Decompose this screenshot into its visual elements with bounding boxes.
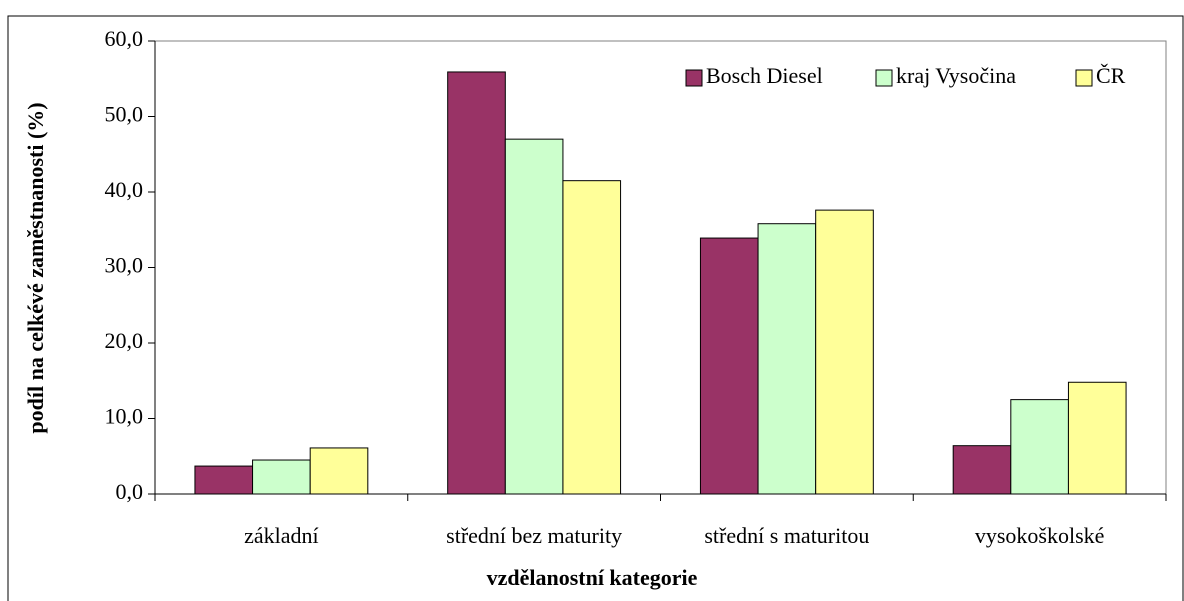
legend-label: kraj Vysočina xyxy=(896,63,1016,88)
legend-label: ČR xyxy=(1096,63,1126,88)
bar xyxy=(1010,399,1069,495)
x-tick-label: vysokoškolské xyxy=(975,523,1105,548)
chart-frame xyxy=(7,15,1184,601)
x-tick-label: základní xyxy=(244,523,319,548)
y-tick-label: 40,0 xyxy=(105,177,144,202)
bar xyxy=(194,465,254,495)
legend-swatch xyxy=(685,69,703,87)
y-tick-label: 60,0 xyxy=(105,26,144,51)
y-tick-label: 0,0 xyxy=(116,479,144,504)
bar xyxy=(1067,381,1127,495)
legend-swatch xyxy=(875,69,893,87)
bar xyxy=(447,71,506,495)
x-tick-label: střední bez maturity xyxy=(446,523,622,548)
x-tick-label: střední s maturitou xyxy=(704,523,869,548)
x-axis-label: vzdělanostní kategorie xyxy=(487,565,698,590)
bar xyxy=(815,209,874,495)
y-tick-label: 20,0 xyxy=(105,328,144,353)
bar xyxy=(952,445,1012,495)
bar xyxy=(699,237,759,495)
bar xyxy=(757,223,817,495)
y-tick-label: 30,0 xyxy=(105,253,144,278)
bar xyxy=(504,138,564,495)
y-axis-label: podíl na celkévé zaměstnanosti (%) xyxy=(23,102,48,433)
legend-label: Bosch Diesel xyxy=(706,63,823,88)
y-tick-label: 50,0 xyxy=(105,102,144,127)
bar xyxy=(252,459,311,495)
legend-swatch xyxy=(1075,69,1093,87)
bar xyxy=(309,447,369,495)
bar xyxy=(562,180,622,495)
y-tick-label: 10,0 xyxy=(105,404,144,429)
